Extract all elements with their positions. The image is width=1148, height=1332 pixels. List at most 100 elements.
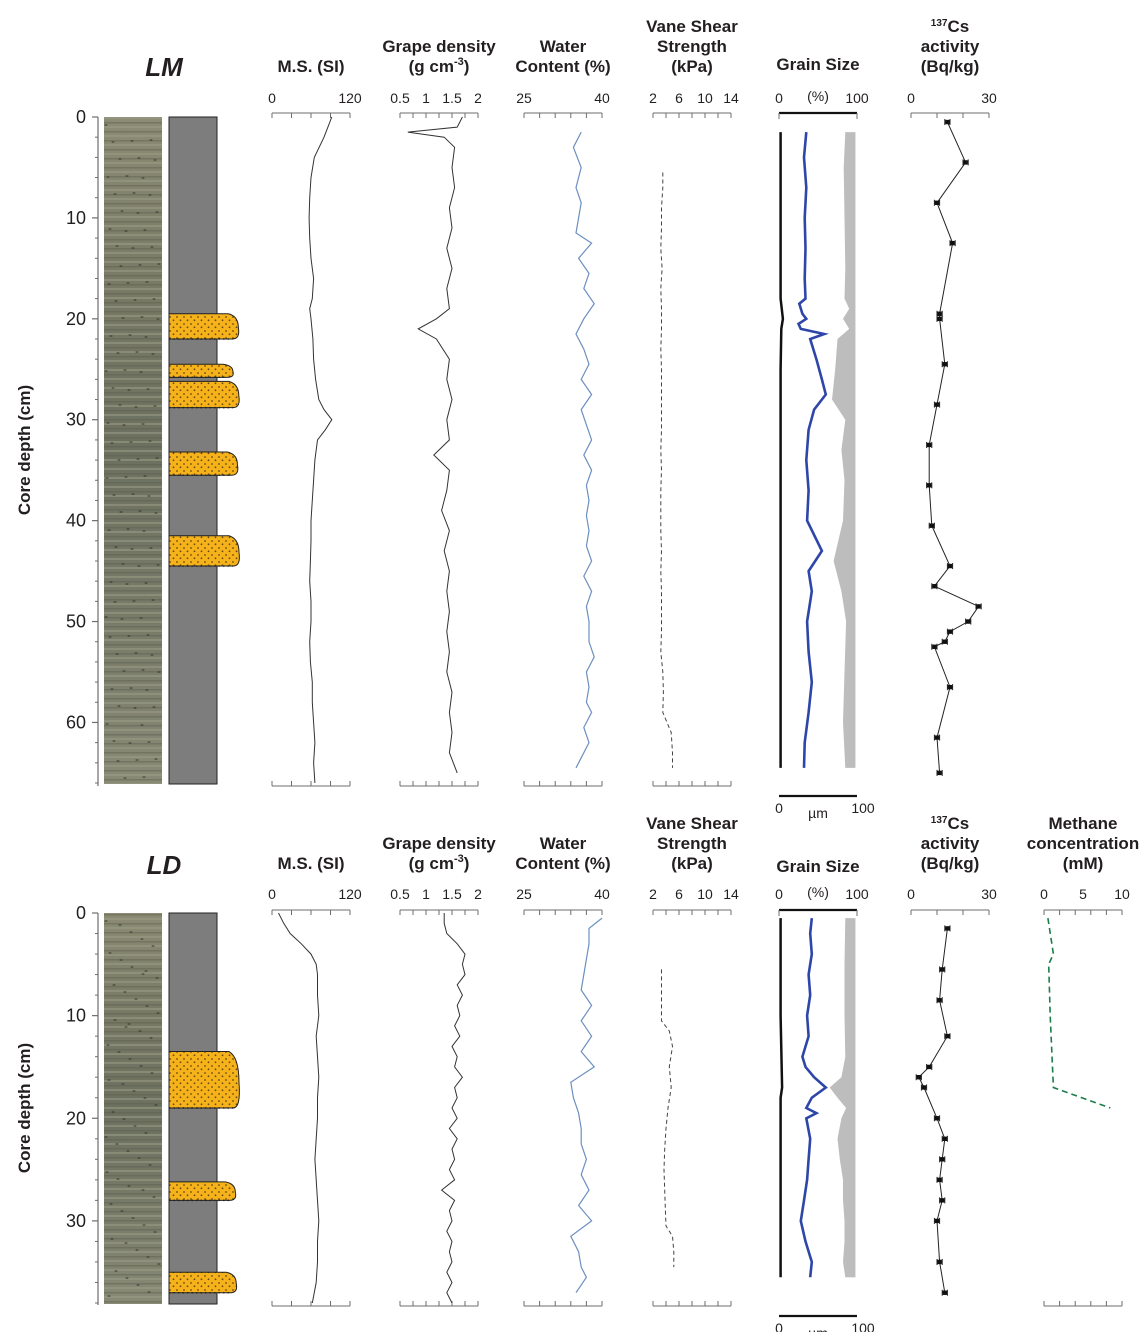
core-speck [131,1217,135,1219]
core-speck [147,1291,151,1293]
depth-tick-label: 20 [66,309,86,329]
cs-data-point [937,1259,942,1265]
core-speck [120,618,124,620]
cs-data-point [945,1033,950,1039]
sand-layer [168,535,240,567]
core-speck [105,477,109,479]
core-speck [109,581,113,583]
core-speck [125,1277,129,1279]
ms-tick-label: 120 [338,886,362,902]
core-speck [131,247,135,249]
depth-tick-label: 10 [66,208,86,228]
ms-tick-label: 0 [268,90,276,106]
grape-unit-exp: -3 [454,56,464,68]
core-speck [146,634,150,636]
cs-data-point [963,160,968,165]
ms-tick-label: 120 [338,90,362,106]
core-photo-banding [104,117,162,784]
cs-tick-label: 0 [907,886,915,902]
core-speck [118,158,122,160]
vane-tick-label: 2 [649,90,657,106]
water-tick-label: 40 [594,90,610,106]
core-speck [153,405,157,407]
sand-layer [168,363,234,378]
depth-axis-label: Core depth (cm) [15,385,34,515]
core-speck [143,1097,147,1099]
core-speck [137,565,141,567]
sand-layer [168,380,240,409]
cs-data-point [934,1116,940,1121]
core-speck [148,1164,152,1166]
core-speck [127,1185,131,1187]
core-speck [124,476,128,478]
cs-data-point [937,770,942,776]
core-speck [156,318,160,320]
depth-tick-label: 10 [66,1006,86,1026]
cs-data-point [966,619,971,624]
core-speck [155,211,159,213]
core-speck [144,582,148,584]
core-speck [130,140,134,142]
core-speck [152,706,156,708]
cs-data-point [937,316,942,322]
core-speck [145,689,149,691]
core-speck [122,1118,126,1120]
ms-tick-label: 0 [268,886,276,902]
core-speck [148,194,152,196]
core-speck [104,616,108,618]
grape-header: Grape density [382,37,496,56]
water-tick-label: 25 [516,90,532,106]
core-speck [123,777,127,779]
core-speck [154,758,158,760]
cs-data-point [934,200,940,205]
grape-tick-label: 1 [422,90,430,106]
cs-header-isotope: 137Cs [931,814,969,833]
core-speck [127,1023,131,1025]
core-speck [107,1079,111,1081]
grain-top-tick-label: 100 [845,90,869,106]
ms-header: M.S. (SI) [277,57,344,76]
core-speck [152,1196,156,1198]
core-speck [104,1136,108,1138]
core-speck [125,583,129,585]
core-speck [150,246,154,248]
cs-data-point [929,523,934,528]
core-speck [132,600,136,602]
ms-series-line [278,912,320,1304]
core-speck [148,440,152,442]
core-speck [136,212,140,214]
core-speck [111,387,115,389]
water-header: Content (%) [515,57,610,76]
grape-tick-label: 1 [422,886,430,902]
cs-data-point [927,442,932,448]
core-speck [117,705,121,707]
core-speck [128,334,132,336]
core-speck [153,159,157,161]
grape-unit-close: ) [464,854,470,873]
core-speck [130,966,134,968]
grape-tick-label: 0.5 [390,90,410,106]
depth-tick-label: 0 [76,903,86,923]
core-speck [135,1249,139,1251]
core-speck [131,493,135,495]
depth-tick-label: 50 [66,612,86,632]
core-speck [154,512,158,514]
vane-tick-label: 6 [675,886,683,902]
cs-data-point [937,998,942,1003]
grain-top-tick-label: 0 [775,886,783,902]
vane-tick-label: 2 [649,886,657,902]
core-speck [140,316,144,318]
grain-fine-fraction-area [829,918,856,1278]
core-speck [108,952,112,954]
core-speck [127,389,131,391]
core-speck [137,1157,141,1159]
cs-data-point [976,604,981,609]
core-speck [118,924,122,926]
core-speck [142,1224,146,1226]
water-header: Content (%) [515,854,610,873]
core-speck [122,670,126,672]
core-speck [105,1171,109,1173]
cs-data-point [916,1075,921,1080]
core-speck [147,495,151,497]
